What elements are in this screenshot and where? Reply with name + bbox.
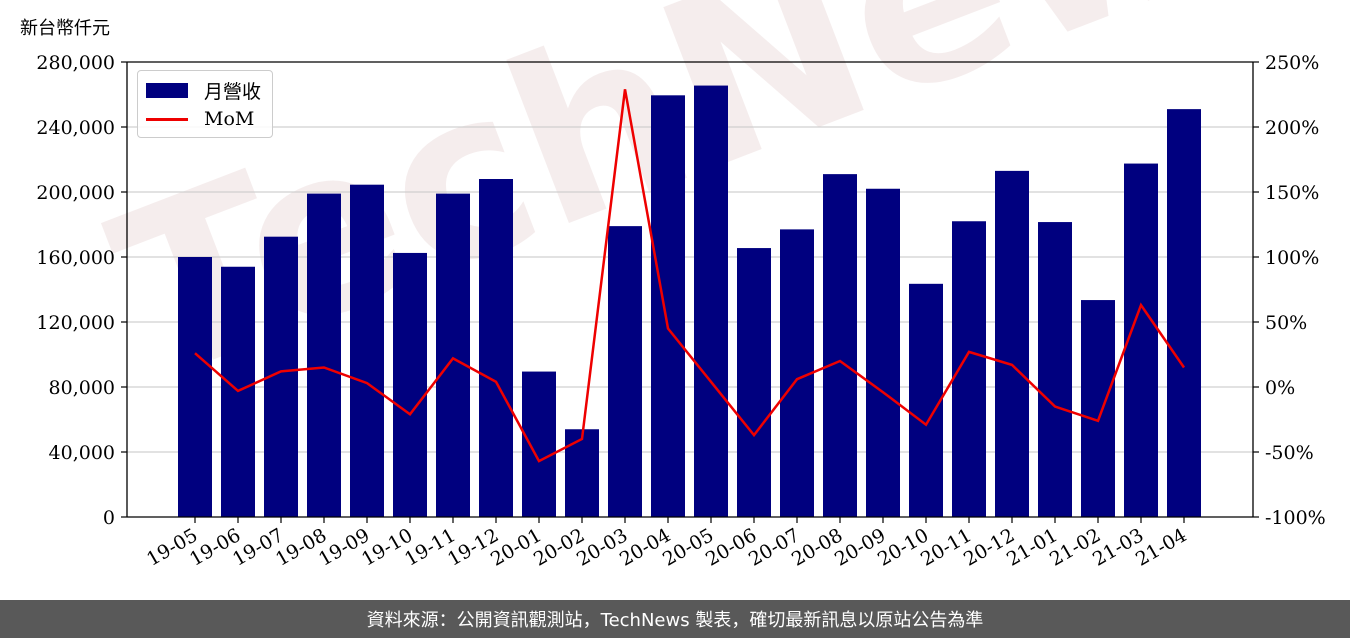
bar-revenue <box>651 95 685 517</box>
right-tick-label: -50% <box>1265 442 1314 464</box>
bar-revenue <box>479 179 513 517</box>
bar-revenue <box>608 226 642 517</box>
bar-revenue <box>866 188 900 517</box>
left-tick-label: 160,000 <box>36 247 115 269</box>
bar-revenue <box>909 283 943 517</box>
legend-swatch-line <box>146 117 188 121</box>
bar-revenue <box>307 193 341 517</box>
left-tick-label: 0 <box>103 507 115 529</box>
legend-item-revenue: 月營收 <box>146 76 261 104</box>
bar-revenue <box>1038 222 1072 517</box>
legend-label-mom: MoM <box>204 108 255 130</box>
right-tick-label: 50% <box>1265 312 1307 334</box>
bar-revenue <box>350 184 384 517</box>
right-tick-label: 250% <box>1265 52 1319 74</box>
bar-revenue <box>737 248 771 517</box>
line-mom <box>194 89 1186 463</box>
legend-item-mom: MoM <box>146 105 254 133</box>
bar-revenue <box>1167 109 1201 517</box>
right-tick-label: 150% <box>1265 182 1319 204</box>
legend-label-revenue: 月營收 <box>204 80 262 103</box>
left-tick-label: 240,000 <box>36 117 115 139</box>
chart-svg: TechNews040,00080,000120,000160,000200,0… <box>36 0 1350 571</box>
bar-revenue <box>178 257 212 517</box>
legend: 月營收 MoM <box>137 70 273 138</box>
left-tick-label: 120,000 <box>36 312 115 334</box>
bar-revenue <box>823 174 857 517</box>
right-tick-label: 0% <box>1265 377 1295 399</box>
left-tick-label: 80,000 <box>49 377 115 399</box>
bar-revenue <box>393 252 427 517</box>
bar-revenue <box>565 429 599 517</box>
unit-label: 新台幣仟元 <box>20 18 110 39</box>
right-tick-label: -100% <box>1265 507 1326 529</box>
right-tick-label: 200% <box>1265 117 1319 139</box>
bar-revenue <box>1081 300 1115 517</box>
left-tick-label: 40,000 <box>49 442 115 464</box>
chart-area: TechNews040,00080,000120,000160,000200,0… <box>36 0 1350 571</box>
bar-revenue <box>436 193 470 517</box>
right-tick-label: 100% <box>1265 247 1319 269</box>
bar-revenue <box>694 85 728 517</box>
bar-revenue <box>952 221 986 517</box>
legend-swatch-bar <box>146 82 188 98</box>
footer-source-note: 資料來源：公開資訊觀測站，TechNews 製表，確切最新訊息以原站公告為準 <box>0 600 1350 638</box>
bar-revenue <box>995 170 1029 517</box>
x-tick-label: 21-04 <box>1132 524 1190 570</box>
left-tick-label: 200,000 <box>36 182 115 204</box>
bar-revenue <box>522 371 556 517</box>
bar-revenue <box>1124 163 1158 517</box>
left-tick-label: 280,000 <box>36 52 115 74</box>
